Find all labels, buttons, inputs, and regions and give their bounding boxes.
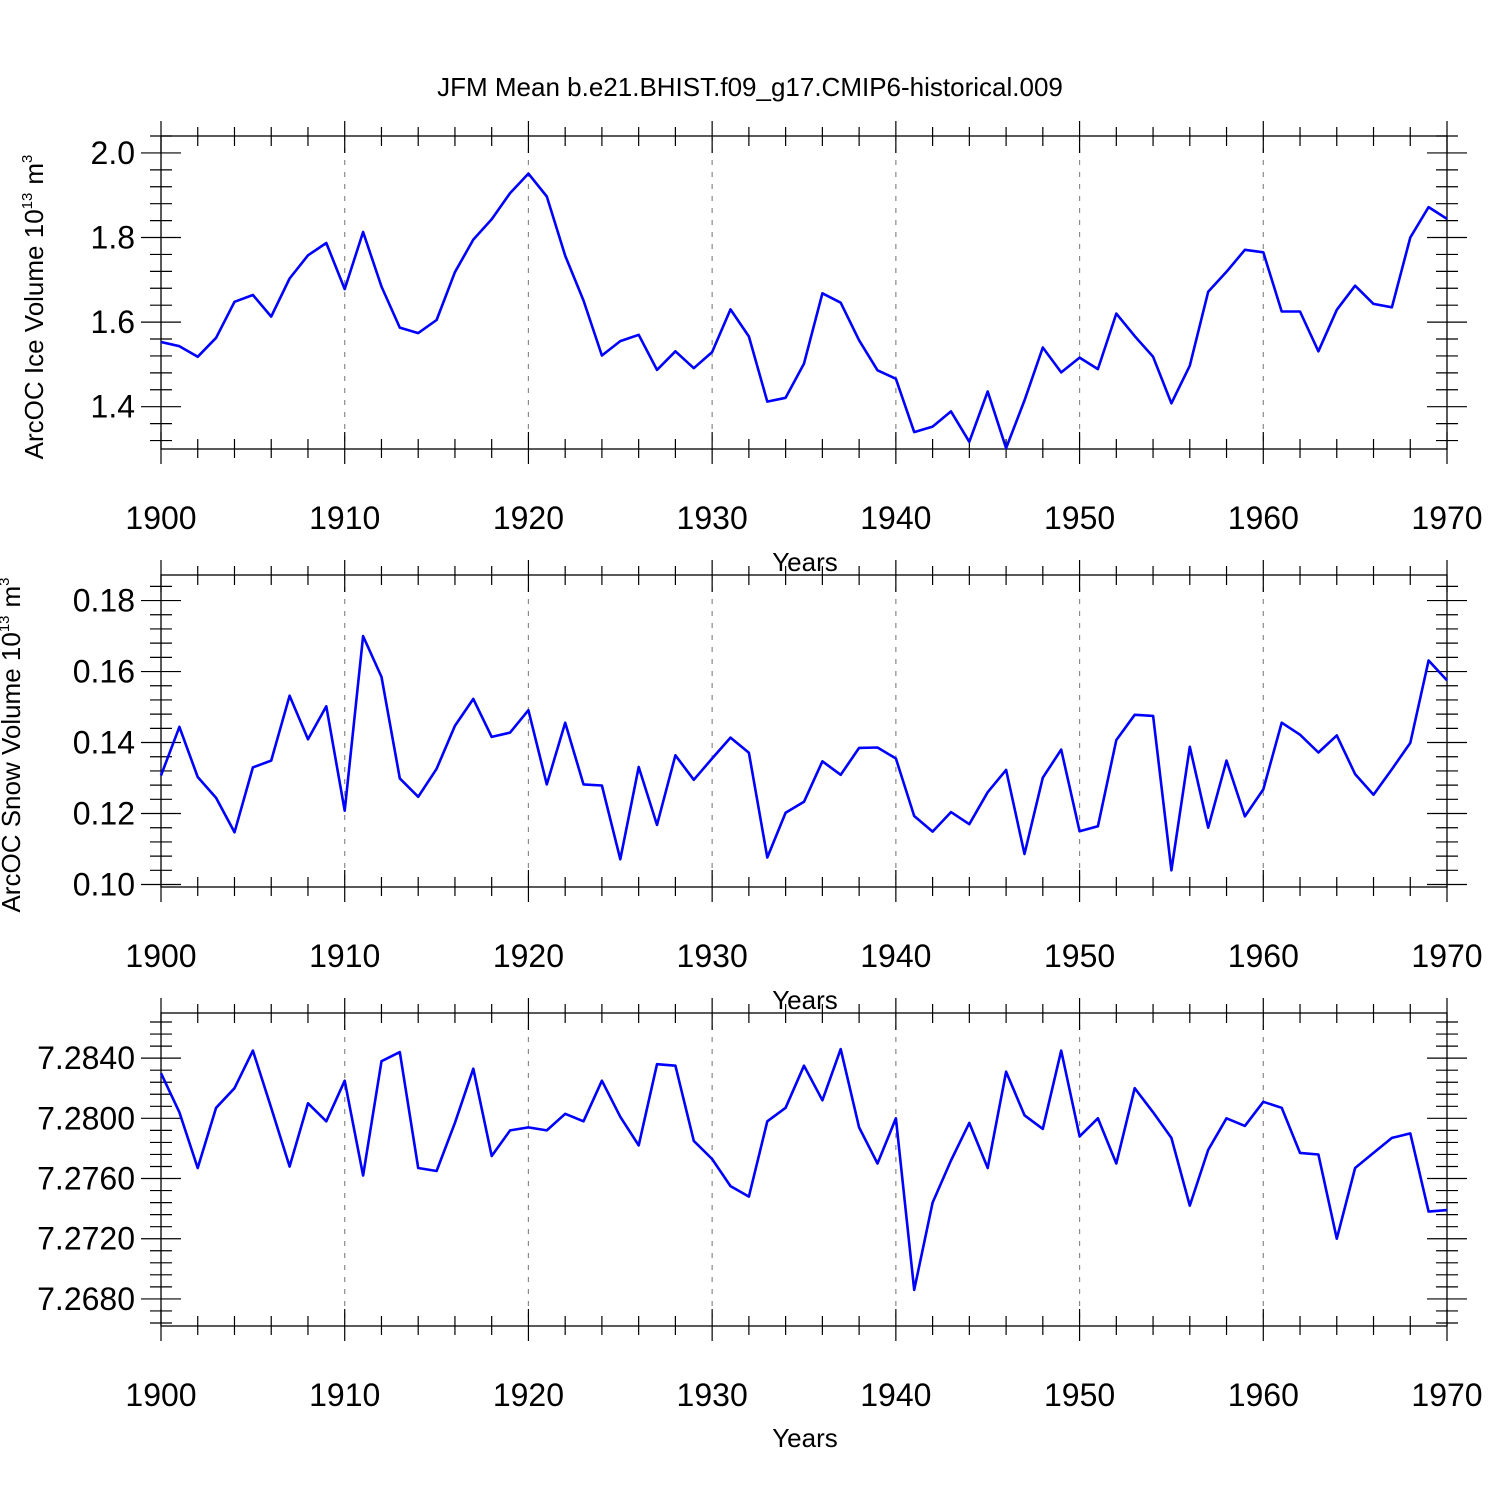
ice-xlabel: Years [772,547,838,577]
snow-ytick-label: 0.16 [73,654,135,690]
third-series-line [159,1047,1448,1292]
third-xtick-label: 1950 [1044,1377,1115,1413]
ice-volume-panel: 1.4 1.6 1.8 2.0 1900 1910 1920 1930 1940 1950 1960… [19,121,1483,577]
snow-plot-frame [160,574,1448,888]
third-xtick-label: 1960 [1228,1377,1299,1413]
figure-title: JFM Mean b.e21.BHIST.f09_g17.CMIP6-histo… [437,72,1063,102]
snow-ytick-label: 0.10 [73,867,135,903]
ice-xtick-label: 1930 [677,500,748,536]
ice-xtick-label: 1960 [1228,500,1299,536]
snow-xtick-label: 1960 [1228,938,1299,974]
third-plot-frame [160,1012,1448,1327]
ice-xtick-label: 1940 [860,500,931,536]
ice-xtick-label: 1950 [1044,500,1115,536]
third-xtick-label: 1930 [677,1377,748,1413]
ice-ylabel-unit: m [19,163,49,185]
third-xlabel: Years [772,1423,838,1453]
third-ytick-label: 7.2800 [37,1100,135,1136]
ice-series-line [160,172,1448,450]
snow-ytick-label: 0.12 [73,796,135,832]
snow-ylabel: ArcOC Snow Volume 1013 m3 [0,577,26,912]
ice-xtick-label: 1900 [125,500,196,536]
snow-ylabel-unit: m [0,586,26,608]
ice-ytick-label: 1.4 [91,389,135,425]
snow-ylabel-exp: 13 [0,615,13,632]
snow-xtick-label: 1900 [125,938,196,974]
third-ytick-label: 7.2840 [37,1040,135,1076]
snow-xtick-label: 1950 [1044,938,1115,974]
ice-xtick-label: 1920 [493,500,564,536]
snow-ytick-label: 0.18 [73,583,135,619]
third-xtick-label: 1920 [493,1377,564,1413]
ice-xtick-label: 1970 [1411,500,1482,536]
third-ytick-label: 7.2760 [37,1161,135,1197]
third-ytick-label: 7.2720 [37,1221,135,1257]
snow-volume-panel: 0.10 0.12 0.14 0.16 0.18 1900 1910 1920 1930 1940… [0,560,1483,1015]
snow-ylabel-unit-exp: 3 [0,577,13,585]
snow-xtick-label: 1920 [493,938,564,974]
ice-ytick-label: 2.0 [91,135,135,171]
third-xtick-label: 1910 [309,1377,380,1413]
third-xtick-label: 1900 [125,1377,196,1413]
snow-xtick-label: 1940 [860,938,931,974]
snow-xlabel: Years [772,985,838,1015]
snow-xtick-label: 1910 [309,938,380,974]
third-xtick-label: 1970 [1411,1377,1482,1413]
ice-ylabel-text: ArcOC Ice Volume 10 [19,209,49,459]
third-xtick-label: 1940 [860,1377,931,1413]
ice-ylabel: ArcOC Ice Volume 1013 m3 [19,155,49,460]
ice-plot-frame [160,135,1448,450]
third-series-panel: 7.2680 7.2720 7.2760 7.2800 7.2840 1900 1910 19… [37,998,1483,1453]
ice-xtick-label: 1910 [309,500,380,536]
snow-ytick-label: 0.14 [73,725,135,761]
ice-ytick-label: 1.6 [91,304,135,340]
ice-ytick-label: 1.8 [91,220,135,256]
snow-xtick-label: 1970 [1411,938,1482,974]
third-ytick-label: 7.2680 [37,1281,135,1317]
ice-ylabel-exp: 13 [19,193,36,210]
snow-series-line [159,634,1448,872]
snow-ylabel-text: ArcOC Snow Volume 10 [0,632,26,912]
ice-ylabel-unit-exp: 3 [19,155,36,163]
snow-xtick-label: 1930 [677,938,748,974]
